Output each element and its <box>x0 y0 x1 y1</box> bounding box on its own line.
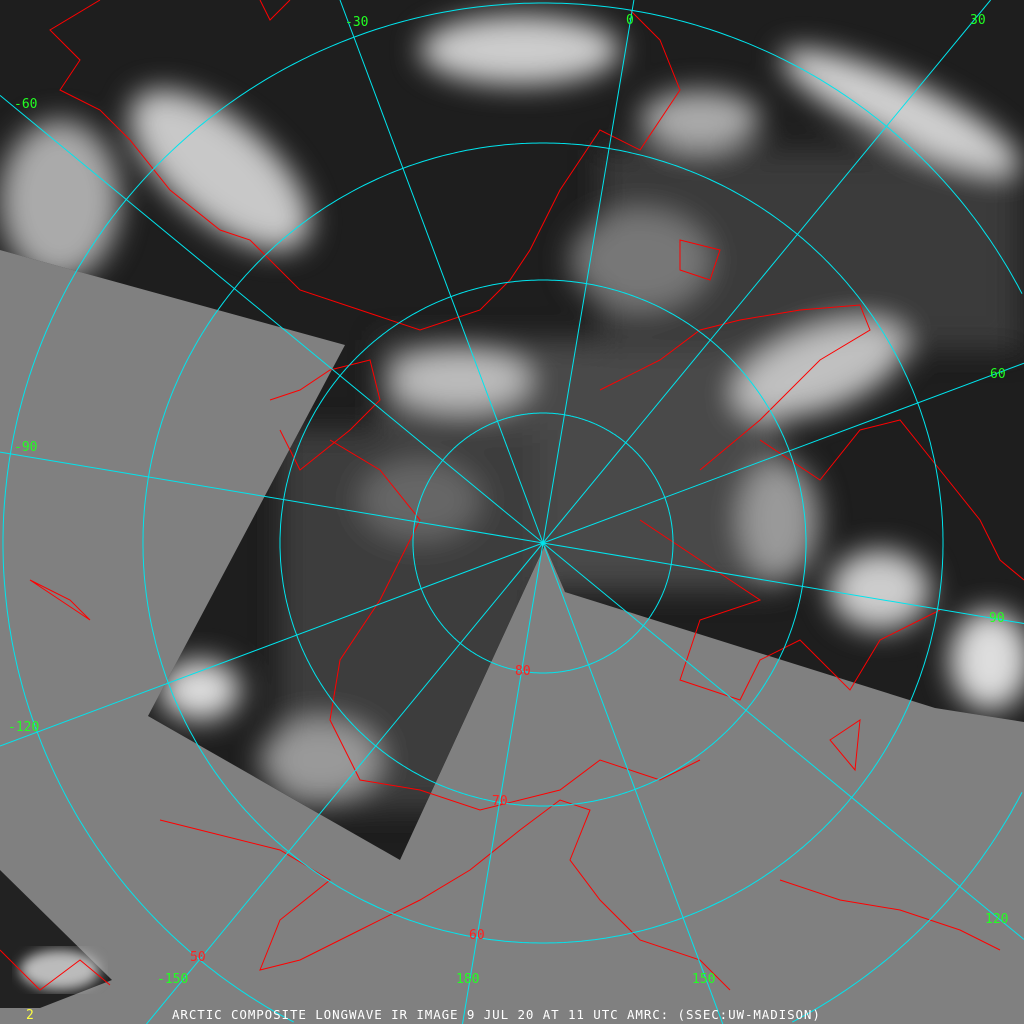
lon-label: 60 <box>990 367 1006 382</box>
meridian-150 <box>542 542 724 1024</box>
meridian--30 <box>339 0 544 544</box>
lon-label: 30 <box>970 13 986 28</box>
lon-label: -120 <box>8 720 40 735</box>
lon-label: -30 <box>345 15 369 30</box>
lon-label: -60 <box>14 97 38 112</box>
latitude-circle-60 <box>142 142 944 944</box>
image-caption: ARCTIC COMPOSITE LONGWAVE IR IMAGE 9 JUL… <box>172 1007 821 1022</box>
lat-label: 80 <box>515 664 531 679</box>
lon-label: 90 <box>989 611 1005 626</box>
meridian-90 <box>542 542 1024 624</box>
meridian--60 <box>0 95 544 544</box>
coastlines <box>0 0 1024 991</box>
lon-label: 0 <box>626 13 634 28</box>
lat-label: 50 <box>190 950 206 965</box>
meridian-30 <box>542 0 991 544</box>
meridian-60 <box>542 362 1024 544</box>
latitude-circle-70 <box>279 279 807 807</box>
meridian--180 <box>462 542 544 1024</box>
lon-label: -90 <box>14 440 38 455</box>
lon-label: -150 <box>157 972 189 987</box>
meridian--90 <box>0 451 544 544</box>
lon-label: 180 <box>456 972 480 987</box>
cloud-field <box>0 15 1024 810</box>
latitude-circle-80 <box>412 412 674 674</box>
lat-label: 70 <box>492 794 508 809</box>
frame-number: 2 <box>26 1008 34 1023</box>
meridian--150 <box>146 542 544 1024</box>
lon-label: 120 <box>985 912 1009 927</box>
meridian-0 <box>542 0 635 544</box>
lon-label: 150 <box>692 972 716 987</box>
meridian--120 <box>0 542 544 747</box>
lat-label: 60 <box>469 928 485 943</box>
meridian-120 <box>542 542 1024 940</box>
